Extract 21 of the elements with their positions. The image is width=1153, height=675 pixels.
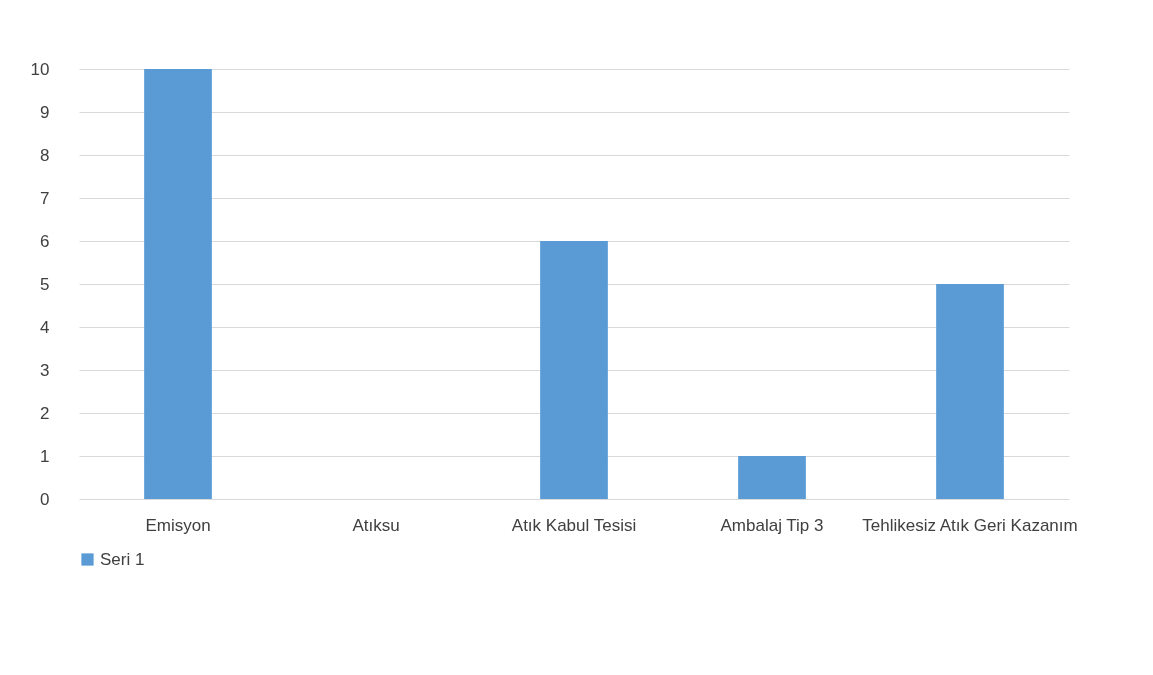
y-tick-label: 2 bbox=[40, 403, 50, 423]
y-tick-label: 9 bbox=[40, 102, 50, 122]
x-tick-label: Atık Kabul Tesisi bbox=[511, 515, 637, 535]
x-tick-label: Emisyon bbox=[145, 515, 211, 535]
y-tick-label: 5 bbox=[40, 274, 50, 294]
x-tick-label: Atıksu bbox=[352, 515, 400, 535]
legend-label: Seri 1 bbox=[100, 549, 145, 569]
y-tick-label: 3 bbox=[40, 360, 50, 380]
y-tick-label: 0 bbox=[40, 489, 50, 509]
bar bbox=[144, 69, 212, 499]
bar bbox=[936, 284, 1004, 499]
bar bbox=[540, 241, 608, 499]
x-tick-label: Tehlikesiz Atık Geri Kazanım bbox=[862, 515, 1078, 535]
y-tick-label: 10 bbox=[30, 59, 50, 79]
y-tick-label: 1 bbox=[40, 446, 50, 466]
bar bbox=[738, 456, 806, 499]
y-tick-label: 6 bbox=[40, 231, 50, 251]
y-tick-label: 7 bbox=[40, 188, 50, 208]
y-tick-label: 8 bbox=[40, 145, 50, 165]
y-tick-label: 4 bbox=[40, 317, 50, 337]
x-tick-label: Ambalaj Tip 3 bbox=[720, 515, 824, 535]
